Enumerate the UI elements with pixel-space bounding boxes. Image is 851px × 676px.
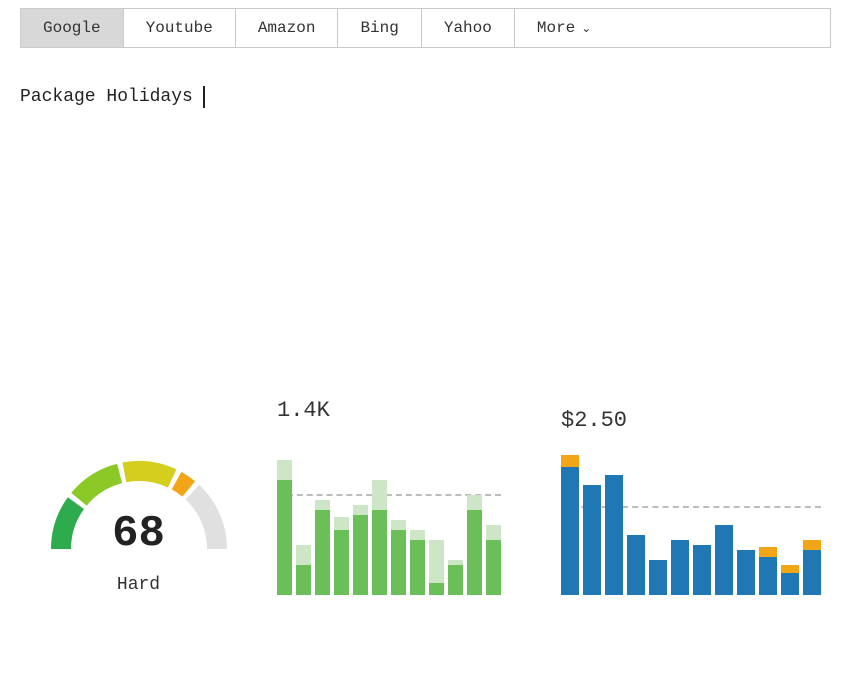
tab-yahoo[interactable]: Yahoo (422, 9, 515, 47)
cpc-bar (561, 455, 579, 595)
cpc-bar (605, 475, 623, 595)
cpc-bar (693, 545, 711, 595)
cpc-bar (715, 525, 733, 595)
volume-bars (277, 435, 501, 595)
volume-bar (277, 460, 292, 595)
gauge-label: Hard (117, 575, 160, 595)
tab-youtube[interactable]: Youtube (124, 9, 236, 47)
tab-more-label: More (537, 19, 575, 37)
keyword-text: Package Holidays (20, 87, 193, 107)
cpc-bar (671, 540, 689, 595)
source-tabs: Google Youtube Amazon Bing Yahoo More ⌄ (20, 8, 831, 48)
cpc-bar (583, 485, 601, 595)
tab-amazon[interactable]: Amazon (236, 9, 339, 47)
tab-bing[interactable]: Bing (338, 9, 421, 47)
volume-bar (315, 500, 330, 595)
volume-bar (410, 530, 425, 595)
volume-bar (391, 520, 406, 595)
text-cursor (203, 86, 205, 108)
cpc-bars (561, 445, 821, 595)
cpc-title: $2.50 (561, 408, 821, 433)
metrics-row: 68 Hard 1.4K $2.50 (0, 338, 851, 595)
tab-google[interactable]: Google (21, 9, 124, 47)
volume-bar (448, 560, 463, 595)
tab-more[interactable]: More ⌄ (515, 9, 613, 47)
volume-bar (334, 517, 349, 595)
chevron-down-icon: ⌄ (581, 21, 591, 36)
gauge-value: 68 (30, 509, 247, 559)
cpc-bar (649, 560, 667, 595)
volume-title: 1.4K (277, 398, 501, 423)
keyword-input[interactable]: Package Holidays (20, 86, 831, 108)
cpc-bar (759, 547, 777, 595)
cpc-bar (627, 535, 645, 595)
difficulty-gauge: 68 Hard (30, 439, 247, 595)
cpc-chart: $2.50 (561, 408, 821, 595)
volume-bar (372, 480, 387, 595)
volume-bar (296, 545, 311, 595)
volume-bar (467, 495, 482, 595)
cpc-bar (803, 540, 821, 595)
volume-bar (353, 505, 368, 595)
volume-chart: 1.4K (277, 398, 501, 595)
volume-bar (429, 540, 444, 595)
volume-bar (486, 525, 501, 595)
cpc-bar (737, 550, 755, 595)
cpc-bar (781, 565, 799, 595)
